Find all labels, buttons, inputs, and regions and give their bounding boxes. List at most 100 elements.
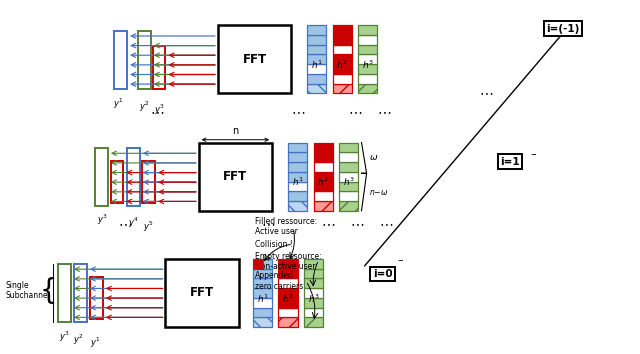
Text: $h^1$: $h^1$ bbox=[257, 292, 268, 304]
Bar bbox=[74, 264, 87, 322]
Text: $y^5$: $y^5$ bbox=[143, 219, 154, 234]
Bar bbox=[288, 162, 307, 172]
Bar bbox=[111, 161, 124, 203]
Bar bbox=[253, 288, 272, 298]
Bar bbox=[278, 298, 298, 308]
Bar bbox=[115, 31, 127, 89]
Bar bbox=[304, 308, 323, 317]
Text: $h^3$: $h^3$ bbox=[343, 176, 355, 188]
Bar bbox=[333, 35, 352, 45]
Bar bbox=[307, 74, 326, 84]
Text: $y^2$: $y^2$ bbox=[73, 332, 84, 347]
Bar bbox=[339, 191, 358, 201]
Bar bbox=[333, 84, 352, 93]
Bar bbox=[339, 182, 358, 191]
Text: $h^3$: $h^3$ bbox=[308, 292, 319, 304]
Bar bbox=[307, 84, 326, 93]
Text: $\cdots$: $\cdots$ bbox=[348, 104, 362, 118]
Bar bbox=[304, 278, 323, 288]
Text: Filled ressource:
Active user: Filled ressource: Active user bbox=[255, 217, 317, 236]
Bar bbox=[358, 64, 378, 74]
Bar bbox=[307, 45, 326, 55]
Text: $h^3$: $h^3$ bbox=[362, 59, 374, 71]
Bar bbox=[304, 269, 323, 278]
Text: $\cdots$: $\cdots$ bbox=[350, 216, 364, 230]
Text: $h^1$: $h^1$ bbox=[311, 59, 323, 71]
Bar bbox=[333, 45, 352, 55]
Text: i=(-1): i=(-1) bbox=[546, 24, 579, 34]
Text: $y^2$: $y^2$ bbox=[139, 99, 150, 114]
Text: i=1: i=1 bbox=[500, 157, 520, 167]
Bar bbox=[58, 264, 71, 322]
Text: $\cdots$: $\cdots$ bbox=[291, 104, 305, 118]
Bar bbox=[278, 259, 298, 269]
Bar bbox=[90, 277, 103, 319]
Bar bbox=[138, 31, 151, 89]
Bar bbox=[314, 162, 333, 172]
Text: $y^4$: $y^4$ bbox=[128, 216, 139, 230]
Bar bbox=[358, 45, 378, 55]
Bar bbox=[314, 201, 333, 211]
Text: $\omega$: $\omega$ bbox=[369, 153, 378, 162]
Bar bbox=[339, 201, 358, 211]
Bar bbox=[333, 64, 352, 74]
Text: $y^3$: $y^3$ bbox=[97, 213, 108, 227]
Bar bbox=[288, 143, 307, 152]
Text: $n{-}\omega$: $n{-}\omega$ bbox=[369, 188, 388, 196]
Text: FFT: FFT bbox=[223, 170, 248, 183]
Bar bbox=[304, 317, 323, 327]
Bar bbox=[278, 269, 298, 278]
Bar bbox=[153, 46, 166, 89]
Bar bbox=[314, 143, 333, 152]
Bar bbox=[333, 74, 352, 84]
Text: Single
Subchannel: Single Subchannel bbox=[6, 281, 51, 300]
Text: $\cdots$: $\cdots$ bbox=[379, 216, 393, 230]
Text: $\cdots$: $\cdots$ bbox=[150, 104, 164, 118]
Bar bbox=[143, 161, 156, 203]
Text: Collision !: Collision ! bbox=[255, 240, 292, 249]
Bar bbox=[358, 35, 378, 45]
Text: {: { bbox=[40, 277, 58, 305]
Bar bbox=[314, 152, 333, 162]
Bar bbox=[95, 148, 108, 206]
Bar bbox=[253, 269, 272, 278]
Bar bbox=[253, 259, 262, 269]
Text: $h^1$: $h^1$ bbox=[292, 176, 303, 188]
Bar bbox=[358, 25, 378, 35]
Bar bbox=[314, 182, 333, 191]
Text: $\cdots$: $\cdots$ bbox=[377, 104, 391, 118]
Text: Empty ressource:
Non-active user: Empty ressource: Non-active user bbox=[255, 252, 321, 271]
Text: $y^1$: $y^1$ bbox=[113, 97, 124, 111]
Text: $\cdots$: $\cdots$ bbox=[260, 216, 275, 230]
Text: n: n bbox=[232, 126, 239, 136]
Bar bbox=[358, 55, 378, 64]
Bar bbox=[307, 25, 326, 35]
Bar bbox=[288, 191, 307, 201]
Bar bbox=[278, 288, 298, 298]
Bar bbox=[307, 55, 326, 64]
Bar bbox=[304, 298, 323, 308]
Bar bbox=[166, 259, 239, 327]
Bar bbox=[314, 172, 333, 182]
Text: $h^2$: $h^2$ bbox=[317, 176, 329, 188]
Bar bbox=[253, 278, 272, 288]
Bar bbox=[253, 298, 272, 308]
Bar bbox=[253, 317, 272, 327]
Text: –: – bbox=[531, 149, 536, 159]
Text: –: – bbox=[397, 256, 403, 266]
Bar bbox=[339, 162, 358, 172]
Bar bbox=[253, 259, 272, 269]
Bar bbox=[278, 278, 298, 288]
Bar bbox=[253, 308, 272, 317]
Text: $y^1$: $y^1$ bbox=[90, 336, 100, 350]
Text: $y^3$: $y^3$ bbox=[154, 102, 164, 117]
Bar bbox=[307, 35, 326, 45]
Bar bbox=[304, 259, 323, 269]
Text: i=0: i=0 bbox=[372, 269, 392, 279]
Bar bbox=[307, 64, 326, 74]
Text: $y^3$: $y^3$ bbox=[59, 329, 70, 344]
Bar bbox=[314, 191, 333, 201]
Text: $h^2$: $h^2$ bbox=[337, 59, 348, 71]
Bar bbox=[288, 201, 307, 211]
Text: Appended
zero carriers: Appended zero carriers bbox=[255, 271, 303, 291]
